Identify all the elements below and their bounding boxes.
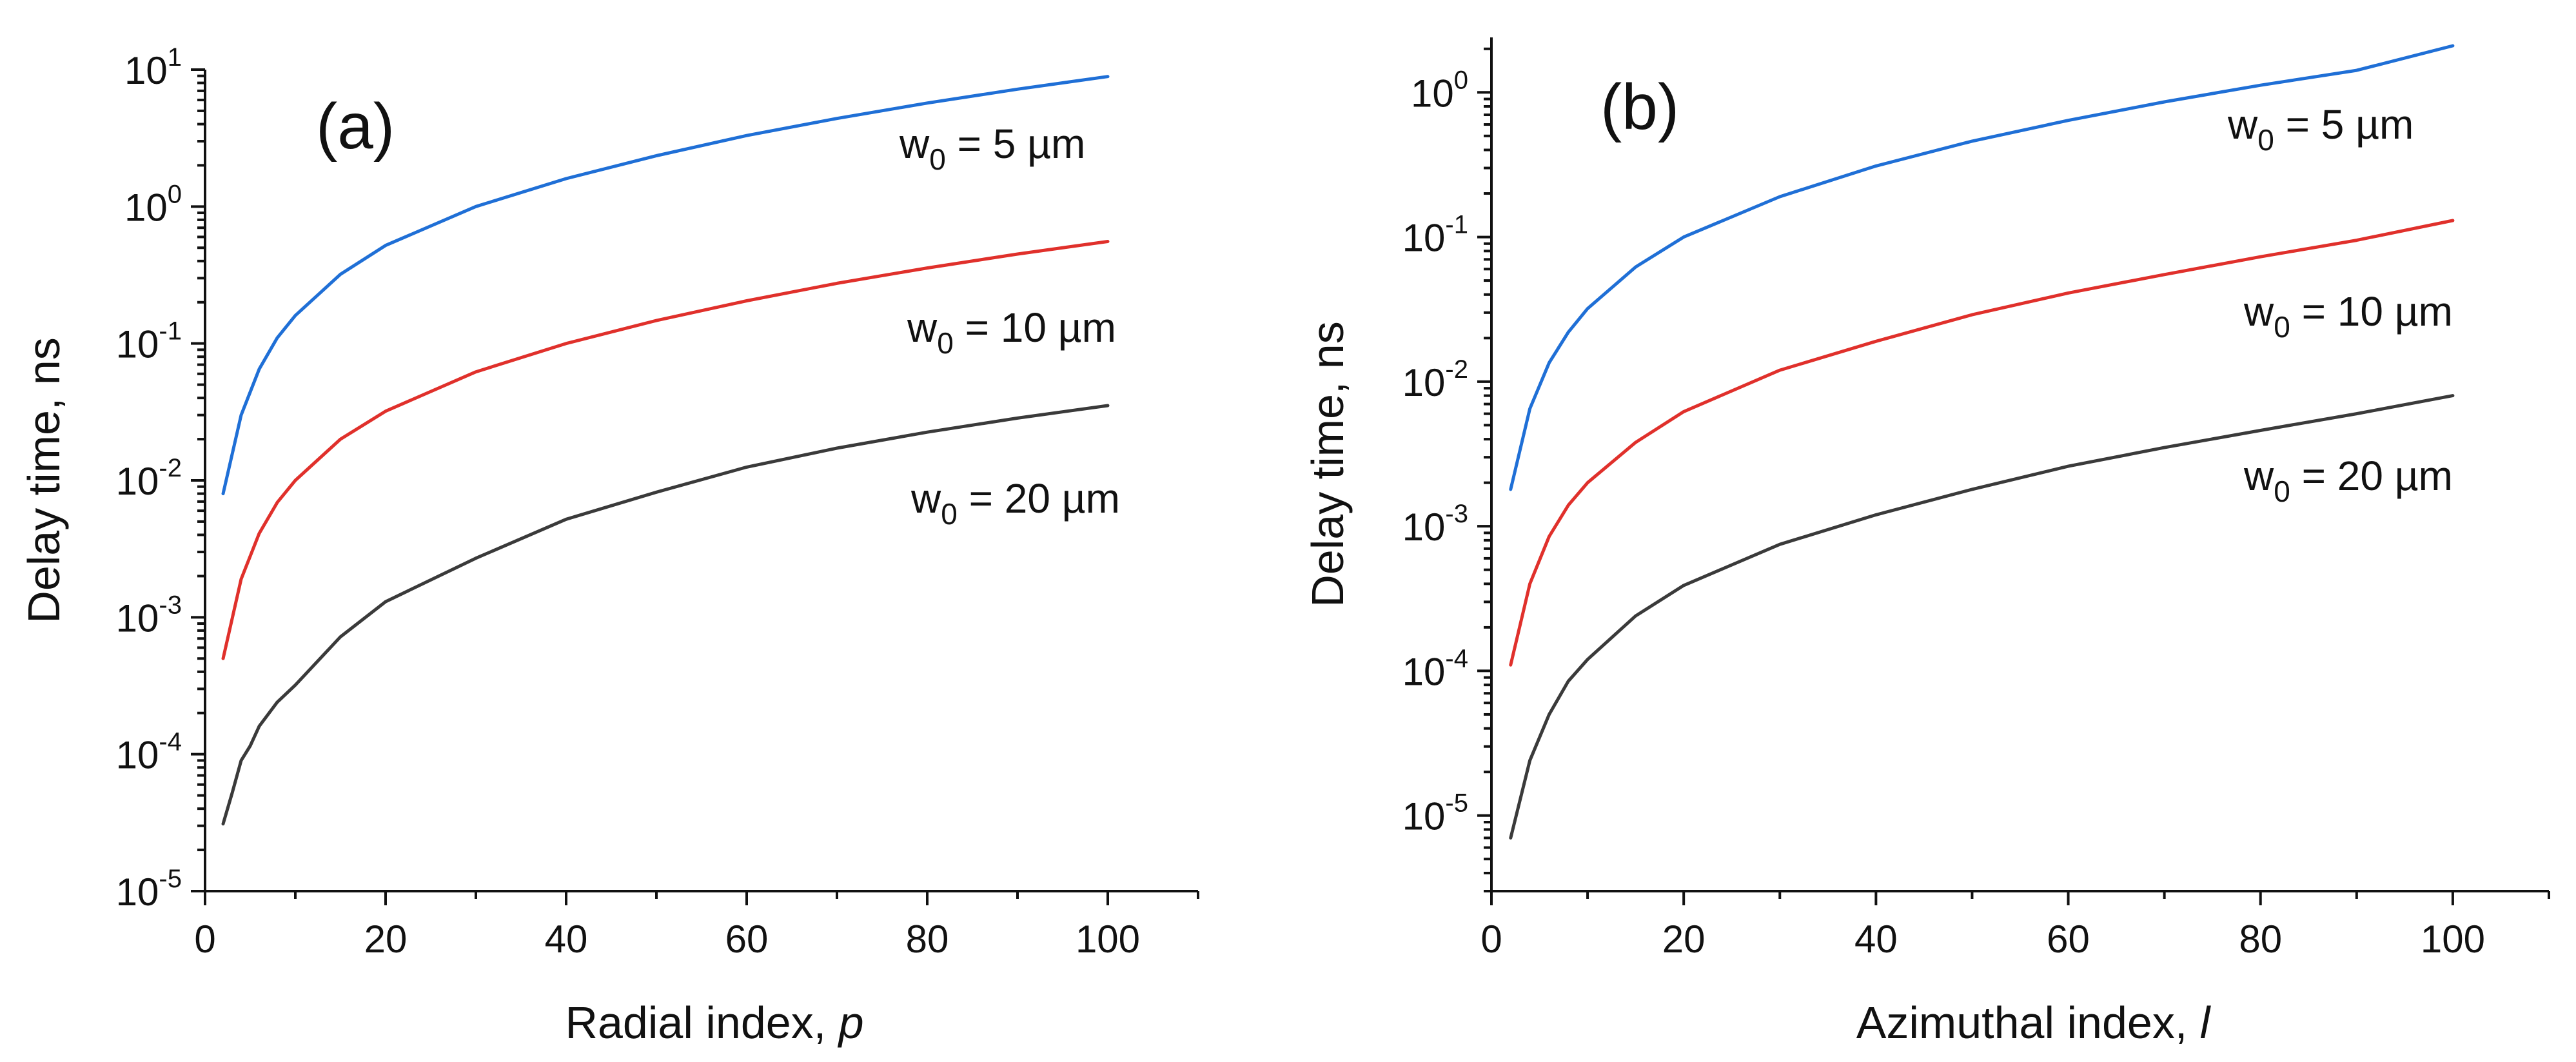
series-label: w0 = 5 µm: [2227, 101, 2414, 157]
x-tick-label: 40: [545, 918, 588, 961]
y-tick-label: 10-3: [116, 591, 182, 640]
panel-b-chart: 0 20 40 60 80 100 10-5 10-4 10-3 10-2 10-1 100 Delay…: [1303, 37, 2550, 1048]
series-line-3: [1509, 394, 2455, 840]
y-tick-label: 100: [1411, 66, 1468, 115]
x-axis-title: Azimuthal index, l: [1856, 998, 2212, 1048]
series-line-1: [1509, 44, 2455, 491]
series-line-2: [221, 240, 1110, 660]
y-tick-label: 10-5: [116, 865, 182, 914]
x-tick-label: 100: [1076, 918, 1140, 961]
y-tick-label: 10-1: [1402, 211, 1468, 260]
x-tick-label: 40: [1854, 918, 1898, 961]
panel-a-chart: 0 20 40 60 80 100 10-5 10-4 10-3 10-2 10-1 100 101 De…: [19, 43, 1199, 1048]
y-tick-label: 10-2: [116, 454, 182, 503]
y-axis-title: Delay time, ns: [1303, 321, 1353, 607]
x-tick-label: 100: [2421, 918, 2485, 961]
x-tick-label: 0: [1480, 918, 1502, 961]
series-label: w0 = 5 µm: [899, 121, 1085, 176]
y-tick-label: 10-4: [116, 728, 182, 777]
x-tick-label: 0: [194, 918, 215, 961]
series-label: w0 = 10 µm: [2243, 288, 2453, 344]
x-tick-label: 80: [2239, 918, 2282, 961]
y-tick-label: 10-2: [1402, 355, 1468, 404]
y-tick-label: 101: [124, 43, 182, 92]
x-tick-label: 60: [725, 918, 769, 961]
series-line-1: [221, 75, 1110, 496]
series-label: w0 = 20 µm: [2243, 453, 2453, 508]
x-tick-label: 80: [906, 918, 949, 961]
y-tick-label: 10-1: [116, 317, 182, 366]
y-axis-title: Delay time, ns: [19, 337, 69, 623]
y-tick-label: 10-5: [1402, 789, 1468, 838]
x-tick-label: 20: [364, 918, 408, 961]
y-tick-label: 10-3: [1402, 500, 1468, 549]
y-tick-label: 10-4: [1402, 644, 1468, 693]
panel-label: (a): [316, 90, 395, 162]
panel-label: (b): [1600, 71, 1679, 143]
series-label: w0 = 20 µm: [910, 475, 1120, 531]
y-tick-label: 100: [124, 180, 182, 229]
series-line-3: [221, 404, 1110, 826]
x-tick-label: 20: [1662, 918, 1706, 961]
x-axis-title: Radial index, p: [565, 998, 863, 1048]
series-label: w0 = 10 µm: [907, 304, 1116, 360]
series-line-2: [1509, 219, 2455, 667]
x-tick-label: 60: [2047, 918, 2090, 961]
